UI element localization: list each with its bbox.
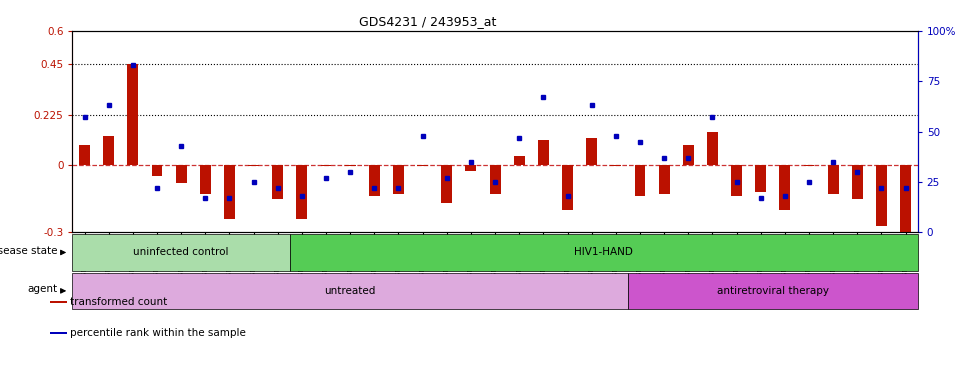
Bar	[731, 165, 742, 197]
Bar	[297, 165, 307, 219]
Bar	[586, 138, 597, 165]
Bar	[369, 165, 380, 197]
Bar	[248, 165, 259, 166]
Bar	[683, 145, 694, 165]
Bar	[200, 165, 211, 194]
Bar	[128, 64, 138, 165]
Bar	[79, 145, 90, 165]
Bar	[707, 131, 718, 165]
Text: untreated: untreated	[325, 286, 376, 296]
Bar	[538, 141, 549, 165]
Bar	[72, 234, 290, 271]
Bar	[103, 136, 114, 165]
Text: transformed count: transformed count	[70, 297, 167, 307]
Text: uninfected control: uninfected control	[133, 247, 229, 258]
Bar	[224, 165, 235, 219]
Bar	[417, 165, 428, 166]
Bar	[272, 165, 283, 199]
Bar	[490, 165, 500, 194]
Bar	[635, 165, 645, 197]
Bar	[514, 156, 525, 165]
Bar	[804, 165, 814, 166]
Bar	[852, 165, 863, 199]
Bar	[345, 165, 355, 166]
Bar	[441, 165, 452, 203]
Bar	[72, 273, 628, 309]
Bar	[828, 165, 838, 194]
Bar	[628, 273, 918, 309]
Bar	[562, 165, 573, 210]
Text: antiretroviral therapy: antiretroviral therapy	[717, 286, 829, 296]
Bar	[50, 332, 67, 334]
Bar	[393, 165, 404, 194]
Bar	[659, 165, 669, 194]
Text: HIV1-HAND: HIV1-HAND	[575, 247, 633, 258]
Bar	[152, 165, 162, 176]
Bar	[876, 165, 887, 226]
Bar	[611, 165, 621, 166]
Title: GDS4231 / 243953_at: GDS4231 / 243953_at	[358, 15, 497, 28]
Bar	[755, 165, 766, 192]
Bar	[321, 165, 331, 166]
Text: percentile rank within the sample: percentile rank within the sample	[70, 328, 245, 338]
Text: agent: agent	[28, 284, 58, 294]
Bar	[780, 165, 790, 210]
Text: disease state: disease state	[0, 246, 58, 256]
Bar	[290, 234, 918, 271]
Bar	[466, 165, 476, 171]
Bar	[176, 165, 186, 183]
Bar	[900, 165, 911, 232]
Bar	[50, 301, 67, 303]
